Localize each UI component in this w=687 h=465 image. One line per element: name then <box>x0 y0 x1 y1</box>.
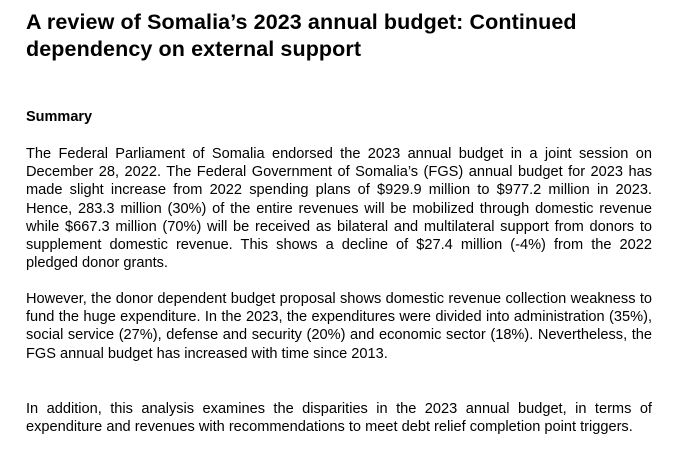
document-page: A review of Somalia’s 2023 annual budget… <box>26 9 652 435</box>
summary-paragraph-3: In addition, this analysis examines the … <box>26 401 652 436</box>
summary-paragraph-2: However, the donor dependent budget prop… <box>26 291 652 362</box>
summary-paragraph-1: The Federal Parliament of Somalia endors… <box>26 146 652 272</box>
summary-heading: Summary <box>26 109 93 125</box>
document-title: A review of Somalia’s 2023 annual budget… <box>26 10 577 61</box>
